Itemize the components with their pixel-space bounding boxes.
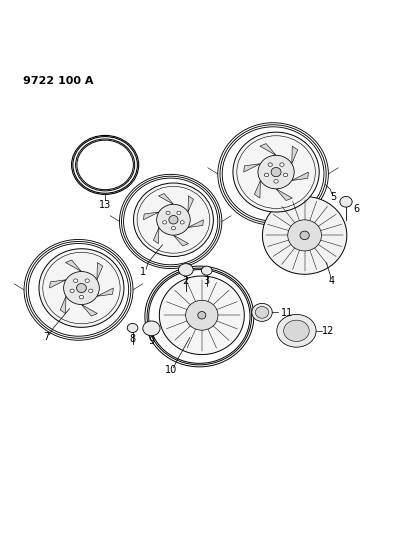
Polygon shape xyxy=(244,164,261,172)
Ellipse shape xyxy=(274,180,278,183)
Ellipse shape xyxy=(76,139,135,191)
Ellipse shape xyxy=(157,204,190,235)
Ellipse shape xyxy=(280,163,284,166)
Ellipse shape xyxy=(64,271,99,304)
Ellipse shape xyxy=(271,167,281,177)
Polygon shape xyxy=(97,288,113,296)
Ellipse shape xyxy=(264,173,269,177)
Text: 4: 4 xyxy=(328,276,334,286)
Ellipse shape xyxy=(255,306,269,318)
Ellipse shape xyxy=(258,155,294,189)
Polygon shape xyxy=(81,304,97,316)
Ellipse shape xyxy=(263,197,347,274)
Ellipse shape xyxy=(89,289,93,293)
Text: 13: 13 xyxy=(99,200,111,210)
Text: 8: 8 xyxy=(129,334,136,344)
Polygon shape xyxy=(292,172,308,181)
Polygon shape xyxy=(65,260,81,271)
Polygon shape xyxy=(254,181,261,198)
Polygon shape xyxy=(188,220,203,228)
Text: 12: 12 xyxy=(322,326,335,336)
Ellipse shape xyxy=(186,300,218,330)
Polygon shape xyxy=(159,193,173,204)
Polygon shape xyxy=(60,296,66,313)
Text: 6: 6 xyxy=(353,204,359,214)
Polygon shape xyxy=(292,146,298,164)
Ellipse shape xyxy=(127,324,138,333)
Ellipse shape xyxy=(288,220,321,251)
Ellipse shape xyxy=(70,289,74,293)
Polygon shape xyxy=(260,143,276,155)
Ellipse shape xyxy=(76,284,86,293)
Ellipse shape xyxy=(198,311,206,319)
Ellipse shape xyxy=(268,163,272,166)
Ellipse shape xyxy=(134,183,213,256)
Ellipse shape xyxy=(163,221,167,224)
Polygon shape xyxy=(97,263,103,280)
Polygon shape xyxy=(173,235,188,246)
Ellipse shape xyxy=(340,197,352,207)
Ellipse shape xyxy=(277,314,316,347)
Text: 2: 2 xyxy=(183,276,189,286)
Text: 1: 1 xyxy=(140,267,146,277)
Ellipse shape xyxy=(171,227,175,230)
Ellipse shape xyxy=(252,303,272,321)
Ellipse shape xyxy=(300,231,309,240)
Ellipse shape xyxy=(166,211,170,215)
Ellipse shape xyxy=(233,132,319,212)
Polygon shape xyxy=(276,189,292,200)
Text: 10: 10 xyxy=(164,365,177,375)
Text: 9722 100 A: 9722 100 A xyxy=(23,76,94,86)
Ellipse shape xyxy=(159,276,244,354)
Ellipse shape xyxy=(169,215,178,224)
Polygon shape xyxy=(188,196,194,212)
Ellipse shape xyxy=(180,221,184,224)
Ellipse shape xyxy=(177,211,181,215)
Ellipse shape xyxy=(74,279,78,282)
Polygon shape xyxy=(153,228,159,244)
Ellipse shape xyxy=(39,249,124,327)
Text: 3: 3 xyxy=(204,276,210,286)
Ellipse shape xyxy=(284,173,288,177)
Ellipse shape xyxy=(79,295,83,299)
Ellipse shape xyxy=(201,266,212,275)
Text: 11: 11 xyxy=(280,308,293,318)
Ellipse shape xyxy=(178,264,193,276)
Ellipse shape xyxy=(284,320,309,342)
Text: 5: 5 xyxy=(330,192,337,202)
Text: 7: 7 xyxy=(44,333,50,342)
Ellipse shape xyxy=(85,279,89,282)
Text: 9: 9 xyxy=(148,336,155,346)
Polygon shape xyxy=(50,280,66,288)
Polygon shape xyxy=(143,212,159,220)
Ellipse shape xyxy=(143,321,160,336)
